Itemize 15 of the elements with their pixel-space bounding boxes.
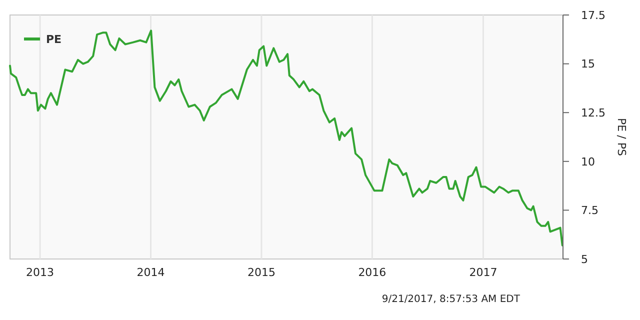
y-tick-label: 7.5 bbox=[581, 204, 598, 218]
y-tick-label: 12.5 bbox=[581, 106, 606, 120]
x-tick-label: 2016 bbox=[358, 266, 386, 279]
x-tick-label: 2014 bbox=[136, 266, 165, 279]
y-tick-label: 17.5 bbox=[581, 8, 606, 22]
x-tick-label: 2015 bbox=[247, 266, 276, 279]
x-tick-label: 2013 bbox=[26, 266, 54, 279]
line-series bbox=[9, 30, 564, 246]
text: 9/21/2017, 8:57:53 AM EDT bbox=[382, 294, 521, 305]
legend-label: PE bbox=[46, 32, 62, 46]
y-axis-title: PE / PS bbox=[615, 118, 628, 156]
x-tick-label: 2017 bbox=[469, 266, 498, 279]
y-tick-label: 10 bbox=[581, 155, 595, 168]
y-tick-label: 5 bbox=[581, 252, 588, 266]
y-tick-label: 15 bbox=[581, 58, 595, 71]
